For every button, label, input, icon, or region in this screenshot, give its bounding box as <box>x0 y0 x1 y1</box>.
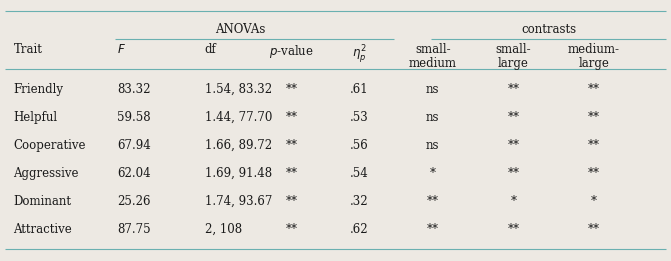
Text: **: ** <box>507 167 519 180</box>
Text: **: ** <box>286 83 298 96</box>
Text: **: ** <box>507 223 519 236</box>
Text: **: ** <box>286 111 298 124</box>
Text: *: * <box>511 195 516 208</box>
Text: ns: ns <box>426 111 440 124</box>
Text: .62: .62 <box>350 223 368 236</box>
Text: Trait: Trait <box>13 43 42 56</box>
Text: .32: .32 <box>350 195 368 208</box>
Text: **: ** <box>588 139 600 152</box>
Text: ANOVAs: ANOVAs <box>215 23 266 36</box>
Text: 83.32: 83.32 <box>117 83 151 96</box>
Text: **: ** <box>588 111 600 124</box>
Text: **: ** <box>286 139 298 152</box>
Text: Friendly: Friendly <box>13 83 64 96</box>
Text: **: ** <box>588 223 600 236</box>
Text: .61: .61 <box>350 83 368 96</box>
Text: **: ** <box>588 167 600 180</box>
Text: ns: ns <box>426 139 440 152</box>
Text: small-: small- <box>415 43 451 56</box>
Text: large: large <box>498 57 529 70</box>
Text: contrasts: contrasts <box>522 23 577 36</box>
Text: small-: small- <box>495 43 531 56</box>
Text: 25.26: 25.26 <box>117 195 151 208</box>
Text: 1.66, 89.72: 1.66, 89.72 <box>205 139 272 152</box>
Text: Attractive: Attractive <box>13 223 72 236</box>
Text: .53: .53 <box>350 111 368 124</box>
Text: df: df <box>205 43 217 56</box>
Text: ns: ns <box>426 83 440 96</box>
Text: *: * <box>430 167 435 180</box>
Text: medium-: medium- <box>568 43 620 56</box>
Text: 2, 108: 2, 108 <box>205 223 242 236</box>
Text: 67.94: 67.94 <box>117 139 151 152</box>
Text: **: ** <box>286 195 298 208</box>
Text: 87.75: 87.75 <box>117 223 151 236</box>
Text: large: large <box>578 57 609 70</box>
Text: $F$: $F$ <box>117 43 126 56</box>
Text: $p$-value: $p$-value <box>270 43 314 60</box>
Text: .56: .56 <box>350 139 368 152</box>
Text: **: ** <box>507 83 519 96</box>
Text: 1.54, 83.32: 1.54, 83.32 <box>205 83 272 96</box>
Text: *: * <box>591 195 597 208</box>
Text: 1.74, 93.67: 1.74, 93.67 <box>205 195 272 208</box>
Text: Aggressive: Aggressive <box>13 167 79 180</box>
Text: **: ** <box>427 195 439 208</box>
Text: **: ** <box>507 111 519 124</box>
Text: Dominant: Dominant <box>13 195 71 208</box>
Text: 59.58: 59.58 <box>117 111 151 124</box>
Text: 1.69, 91.48: 1.69, 91.48 <box>205 167 272 180</box>
Text: **: ** <box>286 167 298 180</box>
Text: 1.44, 77.70: 1.44, 77.70 <box>205 111 272 124</box>
Text: **: ** <box>427 223 439 236</box>
Text: **: ** <box>507 139 519 152</box>
Text: $\eta^2_p$: $\eta^2_p$ <box>352 43 366 65</box>
Text: Cooperative: Cooperative <box>13 139 86 152</box>
Text: medium: medium <box>409 57 457 70</box>
Text: **: ** <box>286 223 298 236</box>
Text: Helpful: Helpful <box>13 111 58 124</box>
Text: **: ** <box>588 83 600 96</box>
Text: .54: .54 <box>350 167 368 180</box>
Text: 62.04: 62.04 <box>117 167 151 180</box>
